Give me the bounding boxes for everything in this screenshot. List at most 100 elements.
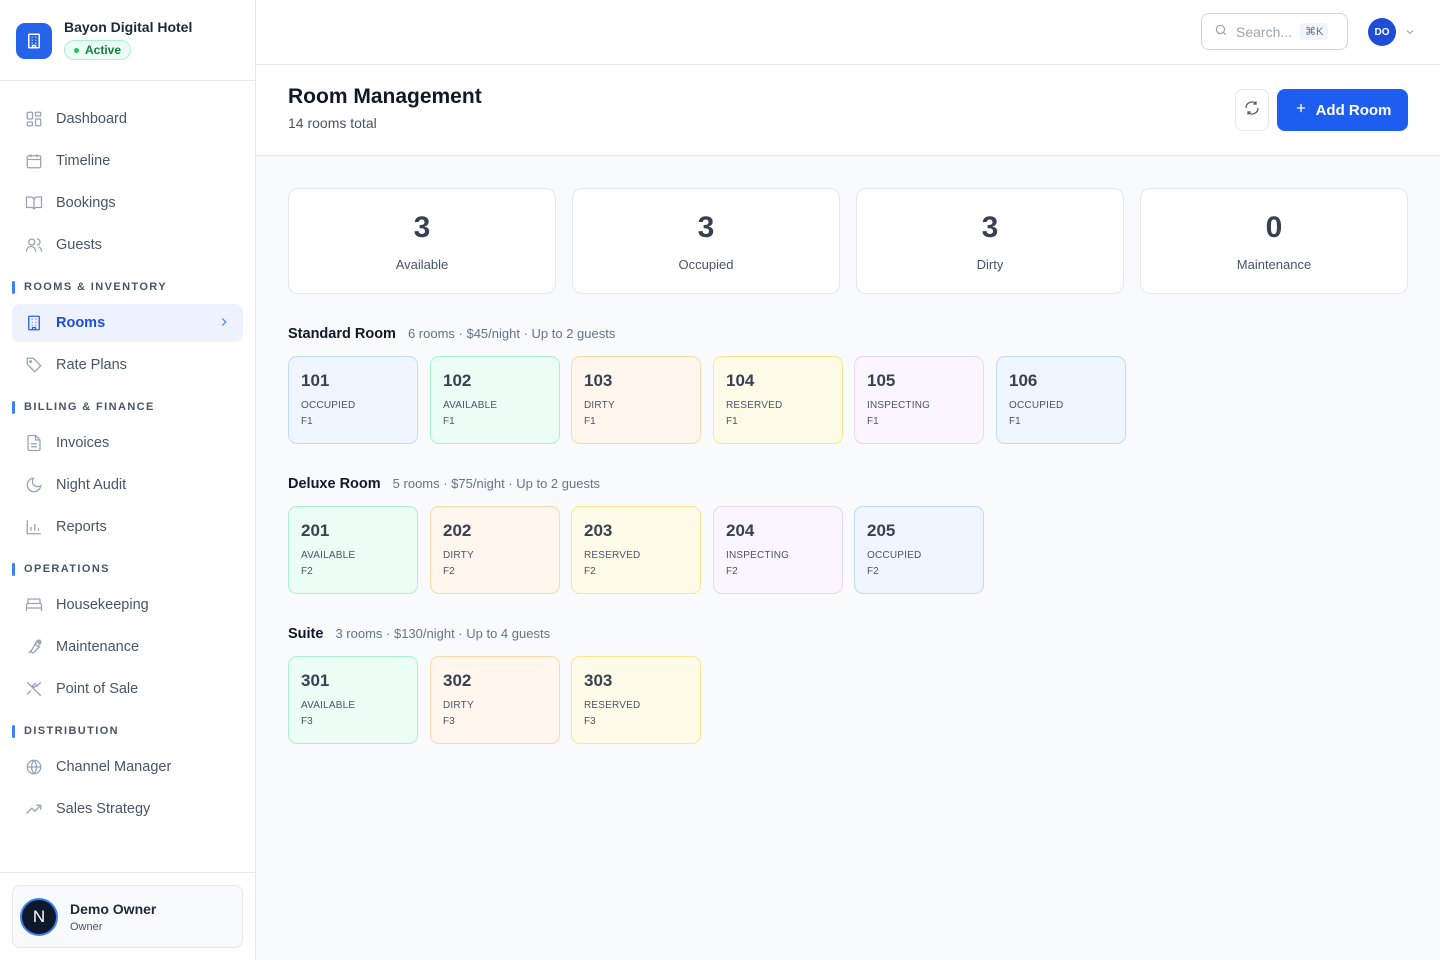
- sidebar-item-night-audit[interactable]: Night Audit: [12, 466, 243, 504]
- room-card[interactable]: 105 INSPECTING F1: [854, 356, 984, 444]
- room-card[interactable]: 102 AVAILABLE F1: [430, 356, 560, 444]
- divider: [0, 872, 256, 873]
- section-marker: [12, 724, 15, 738]
- utensils-icon: [24, 679, 44, 699]
- sidebar-item-guests[interactable]: Guests: [12, 226, 243, 264]
- room-card[interactable]: 301 AVAILABLE F3: [288, 656, 418, 744]
- room-card[interactable]: 205 OCCUPIED F2: [854, 506, 984, 594]
- room-status: OCCUPIED: [1009, 400, 1064, 411]
- sidebar-item-label: Night Audit: [56, 477, 127, 493]
- add-room-button[interactable]: Add Room: [1277, 89, 1408, 131]
- stat-label: Available: [395, 257, 449, 272]
- sidebar-item-rate-plans[interactable]: Rate Plans: [12, 346, 243, 384]
- room-number: 101: [301, 371, 330, 390]
- sidebar-item-timeline[interactable]: Timeline: [12, 142, 243, 180]
- refresh-button[interactable]: [1235, 89, 1269, 131]
- room-number: 201: [301, 521, 330, 540]
- room-number: 302: [443, 671, 472, 690]
- room-card[interactable]: 203 RESERVED F2: [571, 506, 701, 594]
- sidebar-item-label: Rooms: [56, 315, 106, 331]
- user-profile-card[interactable]: N Demo Owner Owner: [12, 885, 243, 948]
- tag-icon: [24, 355, 44, 375]
- room-floor: F2: [867, 566, 879, 577]
- search-icon: [1214, 23, 1228, 40]
- sidebar-item-dashboard[interactable]: Dashboard: [12, 100, 243, 138]
- room-card[interactable]: 302 DIRTY F3: [430, 656, 560, 744]
- page-header: Room Management 14 rooms total Add Room: [256, 65, 1440, 156]
- sidebar-item-label: Guests: [56, 237, 102, 253]
- building-icon: [24, 313, 44, 333]
- sidebar-item-rooms[interactable]: Rooms: [12, 304, 243, 342]
- room-floor: F2: [443, 566, 455, 577]
- room-number: 103: [584, 371, 613, 390]
- sidebar-item-maintenance[interactable]: Maintenance: [12, 628, 243, 666]
- user-name: Demo Owner: [70, 900, 157, 917]
- room-status: AVAILABLE: [443, 400, 498, 411]
- page-title: Room Management: [288, 85, 482, 108]
- room-number: 102: [443, 371, 472, 390]
- brand-header: Bayon Digital Hotel Active: [0, 0, 255, 81]
- stat-card-occupied: 3 Occupied: [572, 188, 840, 294]
- avatar: N: [20, 897, 58, 936]
- stat-label: Occupied: [678, 257, 734, 272]
- sidebar-item-label: Timeline: [56, 153, 111, 169]
- room-card[interactable]: 201 AVAILABLE F2: [288, 506, 418, 594]
- sidebar-item-bookings[interactable]: Bookings: [12, 184, 243, 222]
- section-operations: OPERATIONS: [12, 558, 243, 580]
- room-card[interactable]: 103 DIRTY F1: [571, 356, 701, 444]
- trending-up-icon: [24, 799, 44, 819]
- room-status: OCCUPIED: [867, 550, 922, 561]
- stat-value: 3: [413, 211, 431, 244]
- room-floor: F3: [584, 716, 596, 727]
- room-number: 106: [1009, 371, 1038, 390]
- room-type-meta: 5 rooms · $75/night · Up to 2 guests: [392, 476, 601, 491]
- stat-label: Maintenance: [1236, 257, 1312, 272]
- section-title: BILLING & FINANCE: [24, 401, 155, 413]
- sidebar-item-point-of-sale[interactable]: Point of Sale: [12, 670, 243, 708]
- chevron-right-icon: [217, 315, 231, 333]
- page-subtitle: 14 rooms total: [288, 115, 377, 131]
- sidebar-item-label: Channel Manager: [56, 759, 172, 775]
- room-card[interactable]: 202 DIRTY F2: [430, 506, 560, 594]
- sidebar-item-label: Point of Sale: [56, 681, 139, 697]
- section-marker: [12, 562, 15, 576]
- room-status: DIRTY: [443, 700, 474, 711]
- section-billing-finance: BILLING & FINANCE: [12, 396, 243, 418]
- sidebar-item-invoices[interactable]: Invoices: [12, 424, 243, 462]
- room-card[interactable]: 303 RESERVED F3: [571, 656, 701, 744]
- room-group-header: Deluxe Room 5 rooms · $75/night · Up to …: [288, 476, 600, 492]
- status-badge: Active: [64, 40, 132, 60]
- room-status: RESERVED: [726, 400, 783, 411]
- room-card[interactable]: 106 OCCUPIED F1: [996, 356, 1126, 444]
- room-card[interactable]: 204 INSPECTING F2: [713, 506, 843, 594]
- sidebar-item-housekeeping[interactable]: Housekeeping: [12, 586, 243, 624]
- hotel-name: Bayon Digital Hotel: [64, 19, 193, 35]
- room-floor: F2: [584, 566, 596, 577]
- section-distribution: DISTRIBUTION: [12, 720, 243, 742]
- add-room-label: Add Room: [1315, 101, 1392, 119]
- wrench-icon: [24, 637, 44, 657]
- search-input[interactable]: Search... ⌘K: [1201, 13, 1348, 50]
- room-number: 204: [726, 521, 755, 540]
- keyboard-shortcut: ⌘K: [1300, 23, 1329, 40]
- search-placeholder: Search...: [1236, 23, 1293, 40]
- sidebar-item-sales-strategy[interactable]: Sales Strategy: [12, 790, 243, 828]
- sidebar-item-label: Dashboard: [56, 111, 127, 127]
- sidebar-item-channel-manager[interactable]: Channel Manager: [12, 748, 243, 786]
- room-card[interactable]: 101 OCCUPIED F1: [288, 356, 418, 444]
- stat-card-available: 3 Available: [288, 188, 556, 294]
- room-type-meta: 3 rooms · $130/night · Up to 4 guests: [335, 626, 551, 641]
- room-status: AVAILABLE: [301, 550, 356, 561]
- user-avatar-button[interactable]: DO: [1368, 18, 1396, 46]
- room-floor: F1: [301, 416, 313, 427]
- room-type-meta: 6 rooms · $45/night · Up to 2 guests: [407, 326, 616, 341]
- section-marker: [12, 280, 15, 294]
- sidebar-item-label: Maintenance: [56, 639, 140, 655]
- globe-icon: [24, 757, 44, 777]
- room-floor: F1: [584, 416, 596, 427]
- room-card[interactable]: 104 RESERVED F1: [713, 356, 843, 444]
- room-number: 205: [867, 521, 896, 540]
- sidebar-item-reports[interactable]: Reports: [12, 508, 243, 546]
- room-status: OCCUPIED: [301, 400, 356, 411]
- chevron-down-icon[interactable]: [1404, 25, 1416, 43]
